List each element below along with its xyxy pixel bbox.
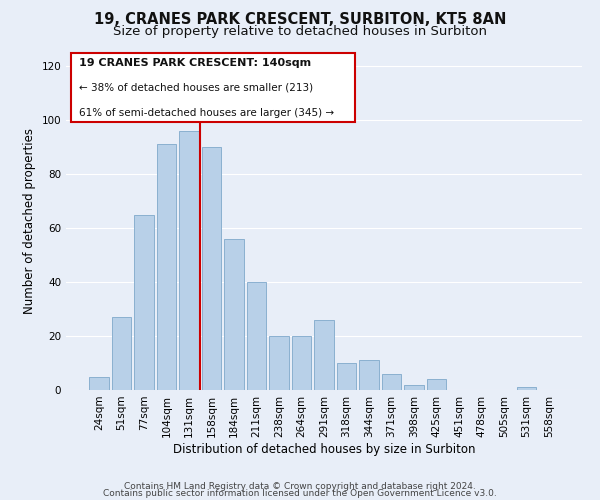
Text: 19, CRANES PARK CRESCENT, SURBITON, KT5 8AN: 19, CRANES PARK CRESCENT, SURBITON, KT5 … [94,12,506,28]
Text: ← 38% of detached houses are smaller (213): ← 38% of detached houses are smaller (21… [79,83,313,93]
Bar [134,214,154,390]
Bar [269,336,289,390]
Bar [382,374,401,390]
Bar [112,317,131,390]
Text: Size of property relative to detached houses in Surbiton: Size of property relative to detached ho… [113,25,487,38]
Bar [247,282,266,390]
Bar [314,320,334,390]
Bar [359,360,379,390]
Bar [427,379,446,390]
Bar [202,147,221,390]
Text: 61% of semi-detached houses are larger (345) →: 61% of semi-detached houses are larger (… [79,108,334,118]
Text: Contains HM Land Registry data © Crown copyright and database right 2024.: Contains HM Land Registry data © Crown c… [124,482,476,491]
Bar [337,363,356,390]
Bar [179,131,199,390]
Text: 19 CRANES PARK CRESCENT: 140sqm: 19 CRANES PARK CRESCENT: 140sqm [79,58,311,68]
Y-axis label: Number of detached properties: Number of detached properties [23,128,36,314]
Bar [517,388,536,390]
Bar [292,336,311,390]
FancyBboxPatch shape [71,52,355,122]
Bar [157,144,176,390]
Text: Contains public sector information licensed under the Open Government Licence v3: Contains public sector information licen… [103,488,497,498]
Bar [89,376,109,390]
X-axis label: Distribution of detached houses by size in Surbiton: Distribution of detached houses by size … [173,442,475,456]
Bar [404,384,424,390]
Bar [224,239,244,390]
